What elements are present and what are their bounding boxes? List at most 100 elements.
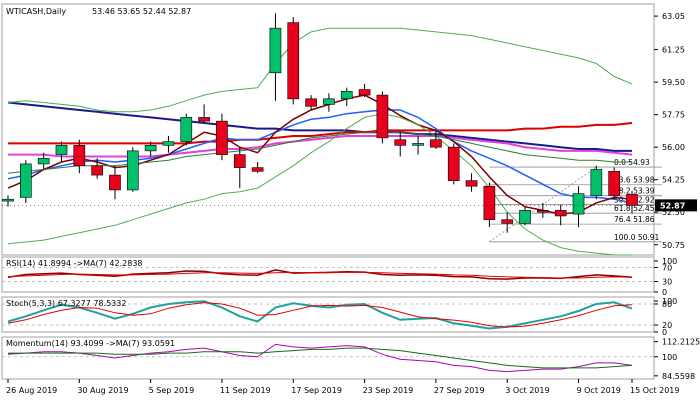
candle-body: [216, 120, 228, 155]
candle: [198, 104, 210, 123]
rsi-y-tick-label: 100: [662, 257, 677, 266]
candle-body: [287, 22, 300, 100]
momentum-y-tick-label: 84.5598: [662, 372, 695, 381]
main-price-pane: 63.05 61.25 59.50 57.75 56.00 54.25 52.50 50.75…: [1, 3, 697, 256]
candle: [340, 87, 353, 107]
candle: [269, 13, 282, 101]
candle: [55, 141, 68, 163]
candle: [91, 158, 103, 179]
candle-body: [251, 167, 264, 172]
candle-body: [447, 146, 460, 181]
indicator-line-2: [8, 135, 633, 158]
candle: [73, 139, 86, 174]
candle: [162, 136, 175, 153]
x-tick-label: 11 Sep 2019: [220, 386, 271, 395]
candle-body: [572, 193, 585, 215]
x-tick-label: 17 Sep 2019: [291, 386, 342, 395]
candle: [608, 167, 620, 200]
candle-body: [394, 139, 407, 146]
rsi-y-tick-label: 30: [662, 278, 672, 287]
y-tick-label: 56.00: [662, 143, 685, 152]
candle-body: [323, 98, 335, 105]
candle-body: [180, 117, 193, 142]
candle-body: [91, 165, 103, 176]
candle: [590, 165, 603, 200]
candle-body: [305, 98, 317, 107]
candle: [180, 113, 193, 146]
candle: [376, 91, 389, 144]
rsi-y-tick-label: 0: [662, 288, 667, 297]
candle: [251, 162, 264, 174]
candle: [233, 147, 246, 189]
indicator-line-7: [7, 131, 632, 174]
x-tick-label: 15 Oct 2019: [630, 386, 679, 395]
ohlc-header: 53.46 53.65 52.44 52.87: [92, 7, 191, 16]
x-tick-label: 30 Aug 2019: [77, 386, 128, 395]
momentum-frame: [1, 336, 655, 380]
stoch-series-1: [7, 302, 633, 328]
candle: [287, 17, 300, 105]
indicator-line-0: [7, 101, 632, 152]
indicator-line-3: [7, 109, 633, 204]
candle-body: [2, 198, 14, 202]
candle-body: [144, 145, 157, 152]
x-tick-label: 5 Sep 2019: [149, 386, 195, 395]
y-tick-label: 61.25: [662, 46, 685, 55]
fibo-level-label: 61.8 52.45: [614, 204, 655, 213]
momentum-series-0: [7, 343, 633, 373]
rsi-label: RSI(14) 41.8994 ->MA(7) 42.2838: [6, 259, 143, 268]
candle-body: [412, 143, 424, 146]
candle-body: [126, 150, 139, 191]
rsi-series-1: [7, 271, 633, 279]
candle: [465, 173, 478, 192]
x-tick-label: 23 Sep 2019: [363, 386, 414, 395]
candle: [626, 190, 638, 214]
stoch-y-tick-label: 80: [662, 300, 672, 309]
candle-body: [198, 117, 210, 122]
candle: [412, 136, 424, 155]
candle-body: [626, 194, 638, 206]
fibo-level-label: 76.4 51.86: [614, 215, 655, 224]
rsi-y-tick-label: 70: [662, 264, 672, 273]
candle-body: [37, 158, 50, 165]
chart-title: WTICASH,Daily: [6, 7, 66, 16]
candle: [20, 160, 32, 203]
x-tick-label: 3 Oct 2019: [505, 386, 549, 395]
stoch-y-tick-label: 20: [662, 321, 672, 330]
candle: [109, 165, 121, 200]
candle-body: [233, 154, 246, 168]
candle: [572, 186, 585, 228]
stoch-series-0: [7, 300, 633, 330]
candle-body: [55, 145, 68, 155]
y-tick-label: 57.75: [662, 111, 685, 120]
x-tick-label: 9 Oct 2019: [577, 386, 621, 395]
fibo-level-label: 0.0 54.93: [614, 158, 650, 167]
candle-body: [554, 210, 567, 217]
candle: [394, 132, 407, 157]
candle: [501, 212, 514, 233]
candle-body: [358, 89, 371, 96]
candle: [216, 113, 228, 161]
candle-body: [483, 185, 496, 220]
y-tick-label: 59.50: [662, 78, 685, 87]
stoch-y-tick-label: 0: [662, 328, 667, 337]
candle-body: [519, 210, 531, 224]
candle-body: [465, 180, 478, 187]
candle-body: [20, 163, 32, 198]
momentum-y-tick-label: 100: [662, 353, 677, 362]
candle: [305, 95, 317, 110]
indicator-line-5: [7, 113, 632, 256]
candle: [323, 93, 335, 112]
momentum-label: Momentum(14) 93.4099 ->MA(7) 93.0591: [6, 339, 175, 348]
candle-body: [109, 174, 121, 191]
candle: [447, 143, 460, 185]
candle-body: [269, 27, 282, 74]
candle-body: [73, 145, 86, 167]
momentum-series-1: [8, 347, 633, 369]
x-tick-label: 27 Sep 2019: [434, 386, 485, 395]
indicator-line-1: [8, 122, 633, 145]
